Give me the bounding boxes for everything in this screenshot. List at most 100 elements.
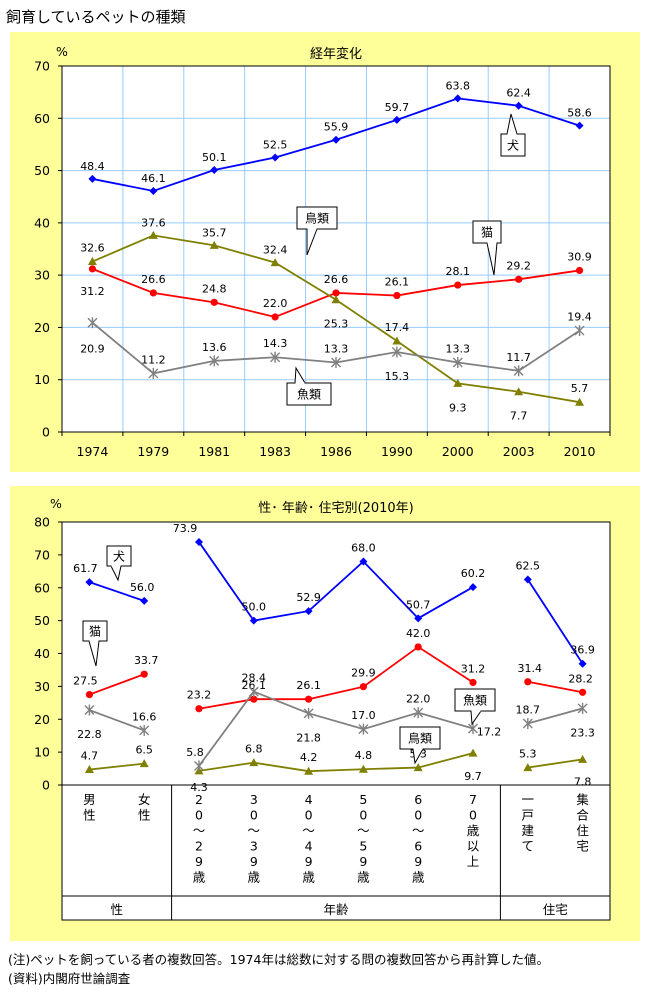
- chart-2-point: [304, 766, 314, 775]
- chart-2-ytick-label: 60: [34, 580, 50, 595]
- chart-2-point: [524, 678, 532, 686]
- chart-2-data-label: 22.0: [406, 693, 431, 706]
- chart-1-legend-dog: 犬: [500, 113, 526, 157]
- chart-1-point: [209, 240, 219, 249]
- chart-1-xtick-label: 1983: [259, 444, 291, 459]
- chart-1-data-label: 11.7: [506, 351, 531, 364]
- chart-2-series-猫: 27.5 33.7 23.2 26.1 26.1 29.9 42.0 31.2 31.4 28.2: [73, 627, 593, 713]
- chart-1-point: [574, 325, 585, 337]
- chart-2-series-line: [527, 579, 584, 665]
- chart-2-data-label: 22.8: [77, 728, 102, 741]
- chart-1-point: [453, 94, 462, 103]
- chart-1-point: [453, 378, 463, 387]
- chart-1-point: [270, 351, 281, 363]
- chart-1-data-label: 50.1: [202, 151, 227, 164]
- chart-1-series-犬: 48.4 46.1 50.1 52.5 55.9 59.7 63.8 62.4 58.6: [80, 79, 592, 195]
- chart-2-ytick-label: 50: [34, 613, 50, 628]
- chart-2-point: [195, 705, 203, 713]
- chart-1-point: [209, 355, 220, 367]
- chart-2-series-line: [198, 690, 474, 767]
- chart-1-data-label: 30.9: [567, 250, 592, 263]
- chart-2-xtick-label: 20～29歳: [193, 792, 206, 885]
- chart-2-unit: %: [50, 496, 62, 511]
- chart-2-point: [358, 723, 369, 735]
- chart-2-data-label: 23.3: [570, 726, 595, 739]
- chart-2-series-line: [89, 762, 145, 771]
- chart-2-xtick-char: 歳: [467, 823, 480, 838]
- chart-1-point: [88, 265, 97, 273]
- chart-2-xtick-char: 3: [250, 839, 258, 854]
- chart-1-ytick-label: 10: [34, 372, 50, 387]
- chart-2-xtick-char: 上: [467, 854, 480, 869]
- chart-1-point: [149, 186, 158, 195]
- chart-2-point: [469, 583, 477, 592]
- chart-1-data-label: 29.2: [506, 259, 531, 272]
- chart-1-point: [391, 346, 402, 358]
- chart-1-point: [331, 356, 341, 368]
- chart-2-data-label: 4.8: [355, 749, 373, 762]
- chart-1-data-label: 35.7: [202, 226, 227, 239]
- chart-2-data-label: 29.9: [351, 667, 376, 680]
- chart-1-point: [575, 121, 584, 130]
- chart-2-group-label: 年齢: [323, 902, 349, 917]
- chart-2-xtick-char: 9: [305, 854, 313, 869]
- chart-2-point: [250, 695, 258, 703]
- chart-2-data-label: 33.7: [134, 654, 159, 667]
- chart-2-data-label: 31.2: [461, 662, 486, 675]
- chart-2-point: [195, 538, 203, 547]
- chart-1-data-label: 26.6: [141, 273, 166, 286]
- chart-1-unit: %: [56, 44, 68, 59]
- chart-2-data-label: 26.1: [242, 679, 267, 692]
- chart-2-legend-fish: 魚類: [454, 688, 496, 726]
- chart-1-data-label: 37.6: [141, 216, 166, 229]
- chart-2-xtick-char: 歳: [248, 870, 261, 885]
- chart-2-xtick-label: 男性: [83, 792, 96, 823]
- chart-2-xtick-char: 2: [195, 839, 203, 854]
- chart-1-data-label: 13.3: [324, 342, 349, 355]
- chart-2-data-label: 18.7: [516, 704, 541, 717]
- chart-2-data-label: 26.1: [296, 679, 321, 692]
- chart-2-xtick-char: 性: [83, 808, 96, 823]
- chart-1-data-label: 13.3: [446, 342, 471, 355]
- source-line: (資料)内閣府世論調査: [8, 971, 131, 986]
- chart-1-xtick-label: 2003: [503, 444, 535, 459]
- chart-1-ytick-label: 50: [34, 163, 50, 178]
- chart-2-legend-bird: 鳥類: [399, 726, 441, 765]
- chart-2-data-label: 16.6: [132, 710, 157, 723]
- chart-2-point: [523, 575, 532, 584]
- chart-2-xtick-char: ～: [193, 823, 206, 838]
- chart-2-series-line: [527, 707, 583, 725]
- chart-2-xtick-char: ～: [357, 823, 370, 838]
- chart-2-point: [468, 722, 478, 734]
- chart-1-point: [393, 291, 401, 300]
- chart-1-legend-fish-text: 魚類: [297, 388, 321, 402]
- chart-2-ytick-label: 70: [34, 547, 50, 562]
- chart-2-xtick-label: 30～39歳: [248, 792, 261, 885]
- chart-2-data-label: 60.2: [461, 567, 486, 580]
- chart-1-point: [148, 367, 159, 379]
- chart-2-xtick-char: 歳: [357, 870, 370, 885]
- chart-1-legend-bird: 鳥類: [296, 206, 338, 256]
- chart-2-group-label: 性: [111, 902, 124, 917]
- chart-1-point: [392, 336, 402, 345]
- chart-2-data-label: 4.7: [81, 750, 99, 763]
- chart-2-point: [304, 607, 313, 616]
- chart-1-point: [515, 275, 523, 283]
- chart-2-group-label: 住宅: [543, 902, 568, 917]
- chart-1-ytick-label: 70: [34, 59, 50, 74]
- chart-2-xtick-char: 9: [250, 854, 258, 869]
- chart-2-data-label: 5.8: [186, 746, 204, 759]
- chart-1-point: [575, 266, 584, 275]
- chart-1-legend-fish: 魚類: [286, 366, 332, 406]
- chart-2-data-label: 6.8: [245, 743, 263, 756]
- chart-2-point: [578, 754, 588, 763]
- chart-2-series-line: [198, 752, 474, 773]
- chart-1-data-label: 31.2: [80, 285, 105, 298]
- chart-2-xtick-char: 9: [195, 854, 203, 869]
- chart-2-xtick-char: 0: [359, 808, 367, 823]
- chart-2-xtick-char: 0: [195, 808, 203, 823]
- chart-1-point: [88, 174, 97, 183]
- chart-2-xtick-char: 性: [138, 808, 151, 823]
